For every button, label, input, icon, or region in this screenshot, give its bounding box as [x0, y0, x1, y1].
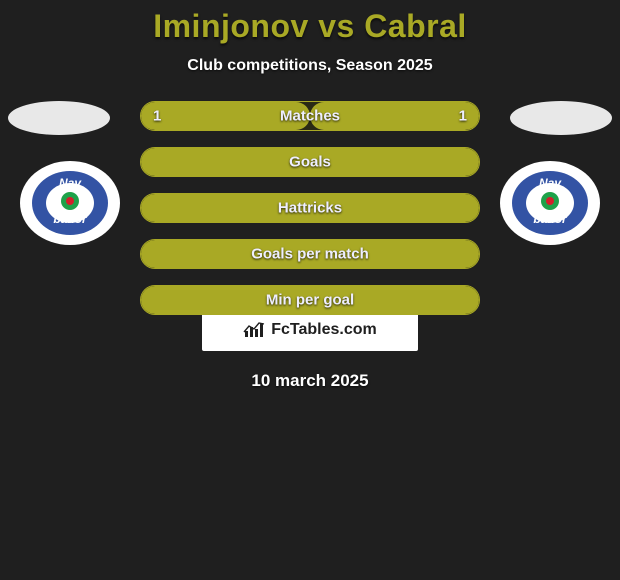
- page-title: Iminjonov vs Cabral: [0, 0, 620, 45]
- stat-row-hattricks: Hattricks: [140, 193, 480, 223]
- stat-row-min-per-goal: Min per goal: [140, 285, 480, 315]
- badge-label-top: Nav: [59, 176, 82, 190]
- badge-label-bottom: bahor: [533, 212, 568, 226]
- club-badge-left: Nav bahor: [20, 161, 120, 245]
- stat-label: Goals per match: [251, 246, 369, 263]
- stat-row-goals-per-match: Goals per match: [140, 239, 480, 269]
- stat-label: Hattricks: [278, 200, 342, 217]
- stat-row-goals: Goals: [140, 147, 480, 177]
- subtitle: Club competitions, Season 2025: [0, 57, 620, 75]
- club-badge-right: Nav bahor: [500, 161, 600, 245]
- player-avatar-right: [510, 101, 612, 135]
- badge-label-bottom: bahor: [53, 212, 88, 226]
- stat-val-left: 1: [153, 108, 161, 125]
- stat-label: Matches: [280, 108, 340, 125]
- date-text: 10 march 2025: [0, 371, 620, 391]
- club-badge-right-inner: Nav bahor: [506, 167, 594, 239]
- stat-row-matches: 1 Matches 1: [140, 101, 480, 131]
- stat-rows: 1 Matches 1 Goals Hattricks Goals per ma…: [140, 101, 480, 331]
- stat-label: Min per goal: [266, 292, 354, 309]
- player-avatar-left: [8, 101, 110, 135]
- stat-label: Goals: [289, 154, 331, 171]
- badge-label-top: Nav: [539, 176, 562, 190]
- club-badge-left-inner: Nav bahor: [26, 167, 114, 239]
- stat-val-right: 1: [459, 108, 467, 125]
